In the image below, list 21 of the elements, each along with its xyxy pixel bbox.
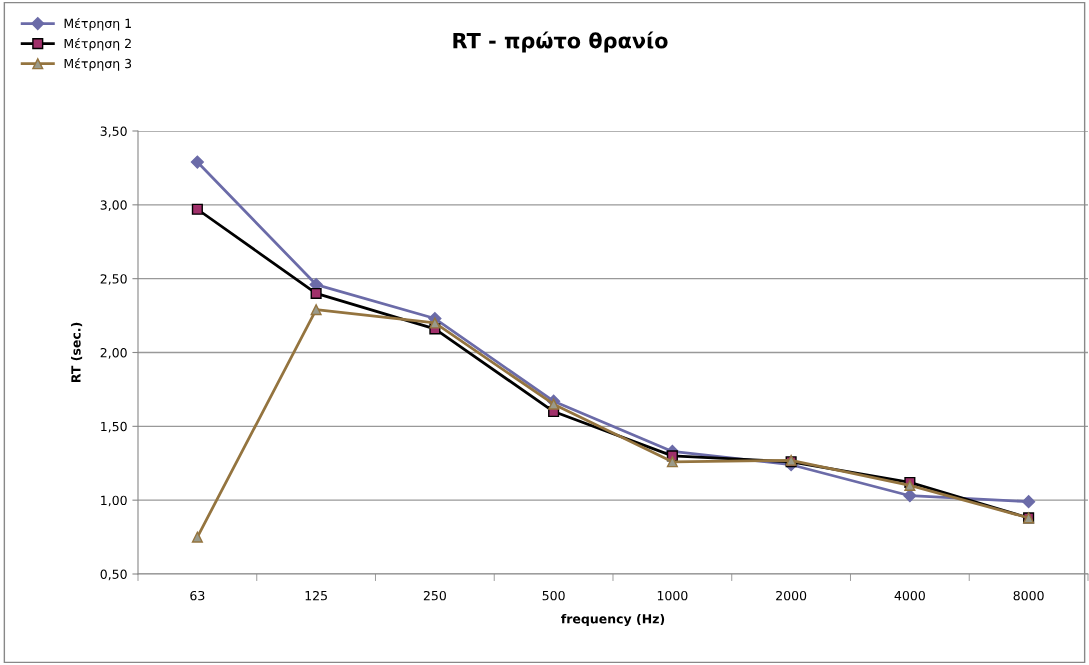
- x-tick-label: 63: [190, 590, 205, 601]
- x-tick-label: 500: [542, 590, 565, 601]
- y-tick-label: 2,00: [100, 347, 127, 359]
- x-tick-label: 250: [423, 590, 446, 601]
- y-axis-title: RT (sec.): [71, 322, 83, 383]
- x-tick-label: 125: [305, 590, 327, 601]
- x-axis-title: frequency (Hz): [561, 613, 665, 627]
- x-tick-label: 8000: [1013, 590, 1044, 601]
- y-tick-label: 3,00: [100, 200, 127, 212]
- x-tick-label: 1000: [657, 590, 688, 601]
- x-tick-label: 4000: [894, 590, 925, 601]
- legend-label: Μέτρηση 3: [64, 58, 132, 71]
- y-tick-label: 3,50: [100, 126, 127, 138]
- y-tick-label: 1,50: [101, 421, 127, 433]
- chart-title: RT - πρώτο θρανίο: [453, 31, 668, 53]
- y-tick-label: 0,50: [100, 569, 127, 581]
- y-tick-label: 2,50: [100, 274, 127, 285]
- y-tick-label: 1,00: [101, 495, 127, 507]
- legend-label: Μέτρηση 2: [64, 38, 131, 51]
- x-tick-label: 2000: [776, 590, 807, 601]
- legend-label: Μέτρηση 1: [64, 17, 131, 31]
